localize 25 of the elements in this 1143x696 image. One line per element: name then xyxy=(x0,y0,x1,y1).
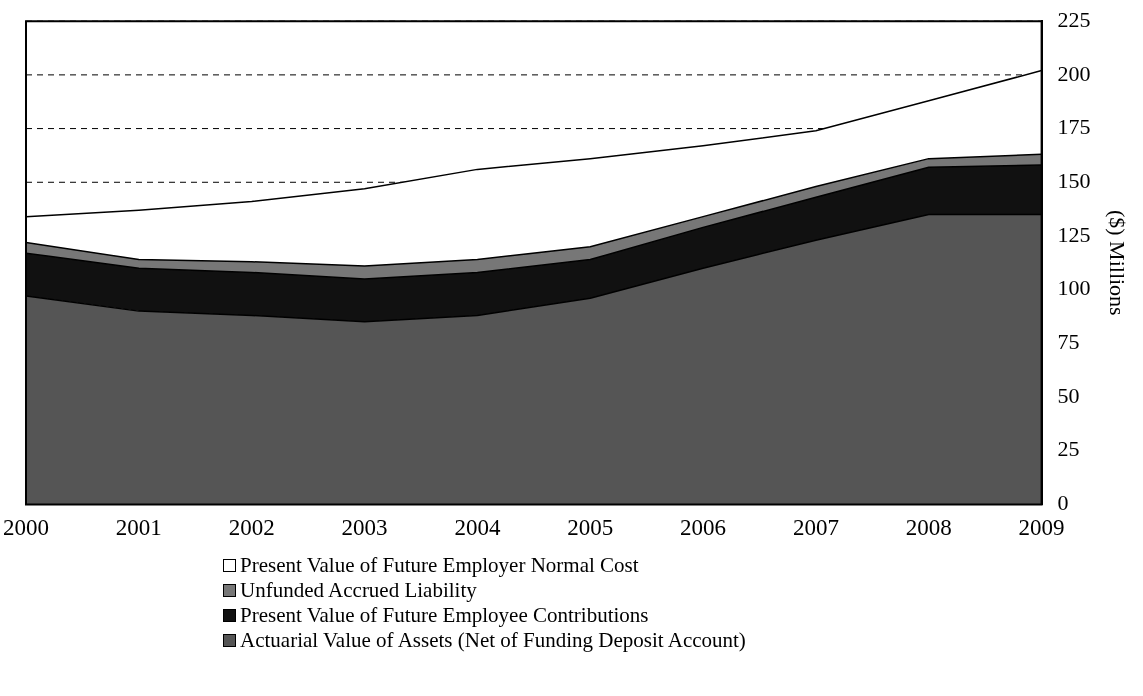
legend-label: Actuarial Value of Assets (Net of Funding Deposit Account) xyxy=(240,628,746,653)
y-tick-label: 75 xyxy=(1057,329,1080,355)
y-tick-label: 150 xyxy=(1057,168,1091,194)
y-tick-label: 175 xyxy=(1057,114,1091,140)
x-tick-label: 2008 xyxy=(905,515,952,541)
x-tick-label: 2002 xyxy=(228,515,275,541)
y-tick-label: 0 xyxy=(1057,490,1069,516)
y-tick-label: 200 xyxy=(1057,60,1091,86)
y-tick-label: 25 xyxy=(1057,436,1080,462)
x-tick-label: 2004 xyxy=(454,515,501,541)
x-tick-label: 2000 xyxy=(3,515,49,541)
y-tick-label: 125 xyxy=(1057,221,1091,247)
y-tick-label: 225 xyxy=(1057,6,1091,32)
x-tick-label: 2007 xyxy=(792,515,839,541)
x-tick-label: 2006 xyxy=(680,515,727,541)
x-tick-label: 2003 xyxy=(341,515,388,541)
x-tick-label: 2001 xyxy=(115,515,162,541)
x-tick-label: 2009 xyxy=(1018,515,1065,541)
y-tick-label: 50 xyxy=(1057,382,1080,408)
legend-label: Present Value of Future Employer Normal Cost xyxy=(240,553,639,578)
y-tick-label: 100 xyxy=(1057,275,1091,301)
y-axis-title: ($) Millions xyxy=(1105,209,1131,316)
legend-label: Present Value of Future Employee Contributions xyxy=(240,603,649,628)
x-tick-label: 2005 xyxy=(567,515,614,541)
legend-label: Unfunded Accrued Liability xyxy=(240,578,477,603)
